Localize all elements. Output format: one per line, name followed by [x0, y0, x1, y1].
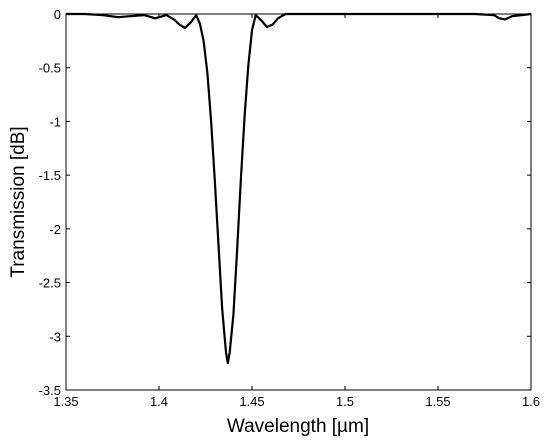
- y-tick-label: -1.5: [39, 168, 61, 183]
- x-tick-label: 1.4: [150, 394, 168, 409]
- series-layer: [66, 12, 532, 365]
- x-axis-title: Wavelength [µm]: [227, 416, 369, 437]
- y-tick-label: 0: [54, 7, 61, 22]
- x-tick-label: 1.6: [522, 394, 540, 409]
- y-tick-label: -2.5: [39, 276, 61, 291]
- x-tick-label: 1.55: [425, 394, 450, 409]
- y-tick-label: -2: [49, 222, 61, 237]
- y-axis: 0 -0.5 -1 -1.5 -2 -2.5 -3 -3.5: [39, 7, 531, 398]
- y-tick-label: -3.5: [39, 383, 61, 398]
- plot-frame: [65, 13, 532, 391]
- y-axis-title: Transmission [dB]: [8, 126, 29, 277]
- transmission-series-line: [66, 12, 532, 365]
- x-tick-label: 1.5: [336, 394, 354, 409]
- y-tick-label: -3: [49, 329, 61, 344]
- y-tick-label: -1: [49, 114, 61, 129]
- x-tick-label: 1.45: [239, 394, 264, 409]
- x-tick-label: 1.35: [53, 394, 78, 409]
- x-axis: 1.35 1.4 1.45 1.5 1.55 1.6: [53, 14, 540, 409]
- y-tick-label: -0.5: [39, 61, 61, 76]
